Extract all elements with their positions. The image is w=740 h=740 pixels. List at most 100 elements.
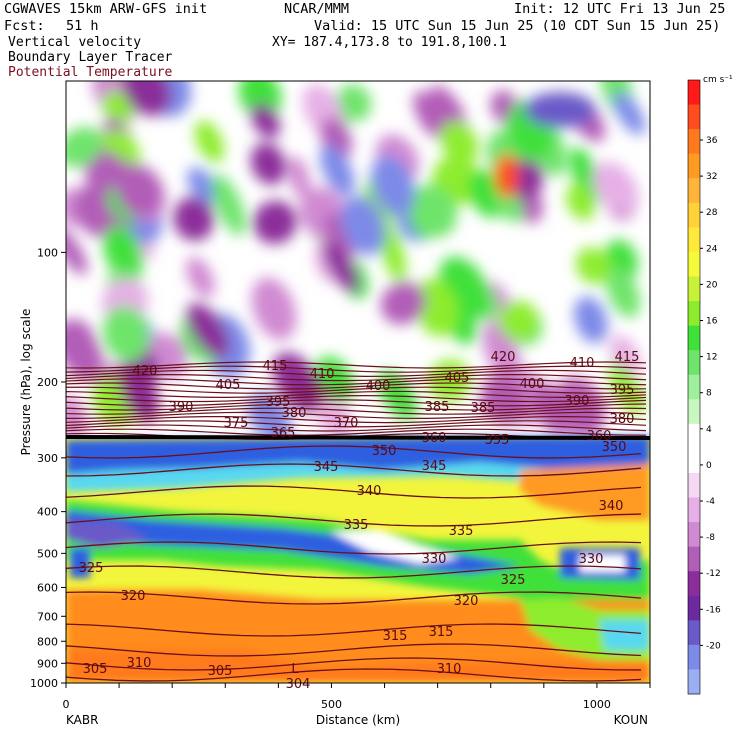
- theta-contour: [66, 623, 642, 637]
- theta-label-410: 410: [570, 356, 595, 371]
- theta-contour: [66, 485, 642, 499]
- theta-label-304: 304: [286, 677, 311, 692]
- colorbar-label: 28: [706, 208, 718, 218]
- colorbar-swatch: [688, 620, 700, 646]
- theta-label-305: 305: [208, 664, 233, 679]
- theta-label-310: 310: [437, 662, 462, 677]
- colorbar-swatch: [688, 276, 700, 302]
- theta-label-360: 360: [587, 429, 612, 444]
- theta-label-335: 335: [344, 518, 369, 533]
- colorbar-swatch: [688, 571, 700, 597]
- theta-label-350: 350: [602, 440, 627, 455]
- theta-contour: [66, 591, 642, 605]
- velocity-cell: [186, 256, 215, 298]
- theta-label-310: 310: [127, 656, 152, 671]
- velocity-cell: [115, 164, 163, 217]
- theta-label-325: 325: [79, 561, 104, 576]
- y-tick-label-900: 900: [37, 657, 58, 670]
- colorbar-swatch: [688, 448, 700, 474]
- right-endpoint-label: KOUN: [614, 713, 648, 727]
- velocity-cell: [250, 142, 287, 185]
- y-tick-label-700: 700: [37, 610, 58, 623]
- y-tick-label-800: 800: [37, 635, 58, 648]
- theta-label-420: 420: [133, 364, 158, 379]
- theta-label-315: 315: [429, 625, 454, 640]
- theta-contour: [66, 513, 642, 527]
- theta-contour: [66, 541, 642, 555]
- theta-contour: [66, 399, 647, 407]
- colorbar-swatch: [688, 325, 700, 351]
- colorbar-swatch: [688, 644, 700, 670]
- theta-contour: [66, 428, 647, 436]
- field-background: [66, 81, 650, 683]
- pressure-axis: 100 200 300 400 500 600 700 800 900 1000: [30, 246, 66, 690]
- colorbar-swatch: [688, 423, 700, 449]
- theta-label-365: 365: [271, 426, 296, 441]
- forecast-hour: 51 h: [66, 18, 99, 34]
- theta-label-L: L: [291, 662, 299, 677]
- velocity-maximum: [495, 154, 519, 198]
- theta-contour: [66, 386, 647, 394]
- theta-label-405: 405: [216, 378, 241, 393]
- colorbar-label: 16: [706, 317, 718, 327]
- velocity-cell: [414, 278, 459, 337]
- colorbar-swatch: [688, 104, 700, 130]
- theta-label-400: 400: [520, 377, 545, 392]
- velocity-cell: [102, 90, 133, 127]
- theta-contour: [66, 411, 647, 419]
- colorbar-label: 0: [706, 461, 712, 471]
- velocity-cell: [592, 161, 639, 215]
- y-tick-label-400: 400: [37, 506, 58, 519]
- theta-contour: [66, 445, 642, 459]
- velocity-cell: [103, 225, 143, 282]
- theta-label-350: 350: [372, 444, 397, 459]
- colorbar-swatch: [688, 202, 700, 228]
- theta-label-355: 355: [485, 433, 510, 448]
- velocity-cell: [574, 296, 608, 344]
- colorbar-swatch: [688, 301, 700, 327]
- velocity-cell: [319, 144, 355, 197]
- y-tick-label-300: 300: [37, 452, 58, 465]
- theta-label-345: 345: [314, 460, 339, 475]
- velocity-cell: [498, 300, 539, 341]
- velocity-cell: [66, 126, 103, 168]
- theta-label-340: 340: [357, 484, 382, 499]
- velocity-cell: [66, 396, 87, 439]
- theta-contour: [66, 361, 647, 369]
- y-tick-label-100: 100: [37, 246, 58, 259]
- theta-label-380: 380: [282, 406, 307, 421]
- theta-contour: [66, 424, 647, 432]
- velocity-cell: [524, 92, 596, 128]
- colorbar-swatch: [688, 399, 700, 425]
- velocity-cell: [250, 103, 281, 139]
- theta-contour: [66, 420, 647, 428]
- colorbar-label: -16: [706, 605, 721, 615]
- y-tick-label-500: 500: [37, 547, 58, 560]
- theta-label-305: 305: [83, 662, 108, 677]
- potential-temperature-contours: [66, 361, 650, 682]
- theta-label-320: 320: [454, 594, 479, 609]
- colorbar-swatch: [688, 153, 700, 179]
- theta-contour: [66, 378, 647, 386]
- velocity-cell: [323, 213, 356, 257]
- velocity-cell: [566, 184, 596, 220]
- theta-label-330: 330: [422, 552, 447, 567]
- y-tick-label-1000: 1000: [30, 677, 58, 690]
- forecast-label: Fcst:: [4, 18, 45, 34]
- theta-contour: [66, 463, 642, 477]
- velocity-cell: [322, 241, 360, 294]
- velocity-cell: [575, 247, 611, 285]
- velocity-cell: [251, 277, 297, 341]
- tropopause-line: [66, 435, 650, 440]
- colorbar-swatch: [688, 595, 700, 621]
- field-vertical-velocity: Vertical velocity: [8, 35, 142, 50]
- colorbar-label: -20: [706, 641, 721, 651]
- valid-time: Valid: 15 UTC Sun 15 Jun 25 (10 CDT Sun …: [314, 18, 721, 34]
- colorbar-unit: cm s⁻¹: [703, 75, 733, 85]
- velocity-cell: [380, 281, 426, 325]
- colorbar-label: 24: [706, 244, 718, 254]
- velocity-cell: [122, 81, 172, 116]
- colorbar-label: 32: [706, 172, 717, 182]
- colorbar-label: -12: [706, 569, 721, 579]
- x-axis-title: Distance (km): [316, 713, 400, 727]
